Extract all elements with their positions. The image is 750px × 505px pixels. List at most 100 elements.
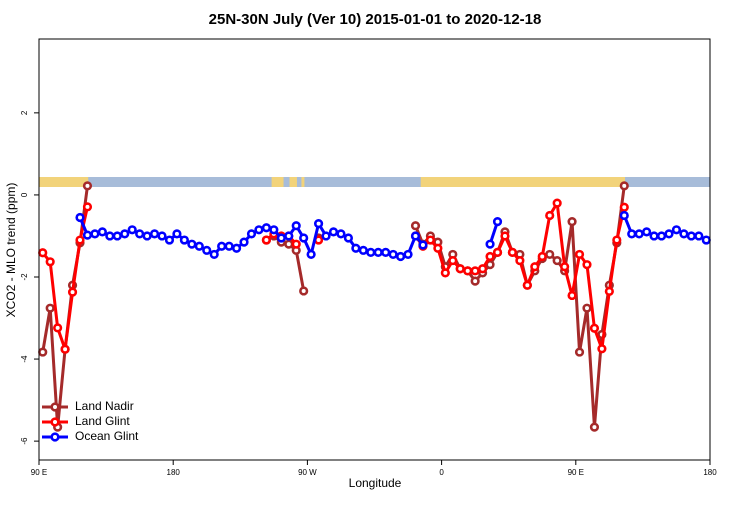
data-point bbox=[671, 225, 682, 235]
data-point bbox=[373, 247, 383, 257]
data-point bbox=[82, 202, 93, 212]
data-point bbox=[313, 219, 324, 229]
data-point bbox=[239, 237, 249, 247]
data-point bbox=[492, 216, 503, 227]
data-point bbox=[164, 235, 175, 245]
plot-frame bbox=[38, 38, 711, 461]
data-point bbox=[209, 249, 219, 260]
data-point bbox=[545, 249, 555, 260]
data-point bbox=[231, 243, 242, 253]
data-point bbox=[202, 245, 212, 255]
data-point bbox=[149, 229, 160, 239]
data-point bbox=[291, 221, 301, 231]
data-point bbox=[455, 264, 465, 274]
x-tick-label: 90 E bbox=[568, 468, 584, 477]
data-point bbox=[485, 251, 495, 262]
ocean-band bbox=[39, 177, 710, 187]
data-point bbox=[284, 239, 294, 249]
data-point bbox=[574, 347, 585, 357]
data-point bbox=[217, 241, 227, 251]
x-tick-label: 90 W bbox=[298, 468, 317, 477]
data-point bbox=[366, 247, 376, 257]
data-point bbox=[395, 251, 406, 262]
data-point bbox=[433, 243, 443, 253]
data-point bbox=[582, 260, 592, 270]
data-point bbox=[679, 229, 689, 239]
data-point bbox=[478, 264, 488, 274]
data-point bbox=[381, 247, 391, 257]
series-line bbox=[41, 198, 626, 350]
data-point bbox=[291, 239, 301, 249]
data-point bbox=[485, 239, 495, 249]
data-point bbox=[90, 229, 100, 239]
data-point bbox=[686, 231, 696, 241]
legend-label: Land Nadir bbox=[75, 399, 134, 413]
data-point bbox=[463, 266, 473, 276]
data-point bbox=[403, 249, 413, 260]
data-point bbox=[194, 241, 204, 251]
data-point bbox=[38, 248, 48, 258]
data-point bbox=[328, 227, 339, 237]
data-point bbox=[135, 229, 145, 239]
data-point bbox=[567, 216, 577, 227]
data-point bbox=[172, 229, 182, 239]
data-point bbox=[552, 255, 562, 266]
data-point bbox=[246, 229, 257, 239]
data-point bbox=[53, 323, 63, 333]
data-point bbox=[224, 241, 234, 251]
data-point bbox=[60, 344, 70, 354]
data-point bbox=[560, 262, 570, 272]
data-point bbox=[410, 221, 421, 231]
data-point bbox=[619, 210, 629, 221]
data-point bbox=[358, 245, 368, 255]
y-tick-label: 2 bbox=[20, 110, 29, 115]
data-point bbox=[470, 266, 480, 276]
y-axis-label: XCO2 - MLO trend (ppm) bbox=[4, 183, 18, 318]
data-point bbox=[619, 202, 629, 212]
x-tick-label: 180 bbox=[703, 468, 717, 477]
data-point bbox=[619, 181, 629, 191]
legend-marker bbox=[50, 402, 60, 412]
data-point bbox=[45, 257, 55, 267]
data-point bbox=[321, 231, 331, 241]
y-tick-label: -2 bbox=[20, 273, 29, 281]
land-band bbox=[39, 177, 89, 187]
data-point bbox=[589, 323, 600, 333]
data-point bbox=[634, 229, 644, 239]
data-point bbox=[664, 229, 674, 239]
x-tick-label: 0 bbox=[439, 468, 444, 477]
legend-marker bbox=[50, 417, 60, 427]
legend-label: Land Glint bbox=[75, 414, 130, 428]
y-tick-label: -4 bbox=[20, 355, 29, 363]
data-point bbox=[627, 229, 637, 239]
data-point bbox=[597, 344, 607, 354]
land-band bbox=[420, 177, 626, 187]
data-point bbox=[425, 235, 436, 245]
data-point bbox=[351, 243, 361, 253]
data-point bbox=[45, 303, 55, 313]
x-tick-label: 180 bbox=[167, 468, 181, 477]
data-point bbox=[567, 290, 577, 301]
y-tick-label: 0 bbox=[20, 192, 29, 197]
data-point bbox=[500, 231, 510, 241]
data-point bbox=[582, 303, 592, 313]
data-point bbox=[261, 235, 271, 245]
data-point bbox=[656, 231, 667, 241]
series-line bbox=[41, 185, 626, 428]
data-point bbox=[75, 212, 85, 223]
data-point bbox=[448, 255, 458, 266]
data-point bbox=[82, 230, 93, 240]
data-point bbox=[642, 227, 652, 237]
data-point bbox=[701, 235, 711, 245]
data-point bbox=[38, 347, 48, 357]
legend-marker bbox=[50, 432, 60, 442]
data-point bbox=[299, 286, 309, 296]
data-point bbox=[269, 225, 279, 235]
data-point bbox=[589, 422, 600, 432]
data-point bbox=[284, 231, 294, 241]
data-point bbox=[612, 235, 622, 245]
data-point bbox=[470, 276, 480, 286]
data-point bbox=[67, 287, 78, 297]
data-point bbox=[299, 233, 309, 243]
